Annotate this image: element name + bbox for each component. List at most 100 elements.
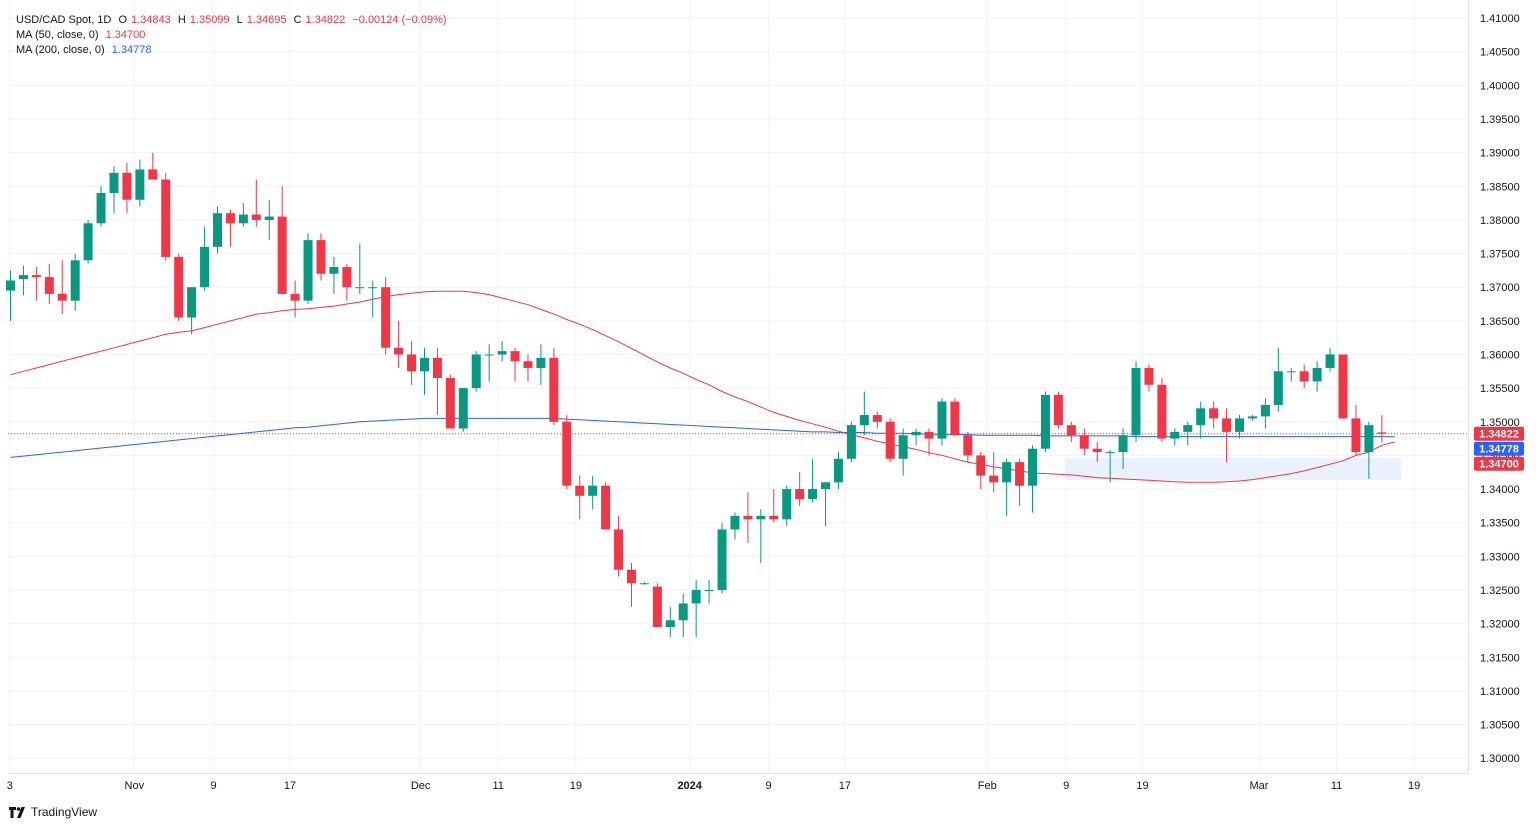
candle-body [225,213,235,224]
candle [937,398,947,446]
candle-body [924,431,934,439]
chart-legend: USD/CAD Spot, 1D O 1.34843 H 1.35099 L 1.34… [16,13,447,58]
candle-body [601,485,611,530]
candle-body [290,293,300,301]
candle-body [743,515,753,520]
candle [1260,398,1270,429]
candle-body [833,458,843,483]
candle-body [18,275,28,280]
candle-body [730,515,740,530]
candle [575,475,585,520]
candle-body [1157,384,1167,439]
y-tick-label: 1.38500 [1480,181,1520,193]
candle [678,593,688,638]
candle-body [1260,404,1270,417]
tradingview-brand[interactable]: TradingView [9,805,97,819]
symbol-row[interactable]: USD/CAD Spot, 1D O 1.34843 H 1.35099 L 1.34… [16,13,447,28]
change-value: −0.00124 (−0.09%) [352,14,447,26]
candle-body [277,216,287,294]
ma50-legend-row[interactable]: MA (50, close, 0) 1.34700 [16,28,447,43]
candle-body [419,357,429,372]
candle-body [1079,435,1089,449]
candle-body [626,569,636,584]
candle [1299,364,1309,389]
candle [924,428,934,456]
candle-body [1325,354,1335,368]
candle-body [898,435,908,459]
candle-body [1092,448,1102,453]
candle [821,482,831,527]
candle-body [57,293,67,301]
price-label-text: 1.34700 [1479,458,1519,470]
candle [1170,428,1180,446]
candle [1209,401,1219,429]
candle-body [588,485,598,496]
candle [238,203,248,227]
y-tick-label: 1.39000 [1480,148,1520,160]
candle-body [368,287,378,289]
candle-body [31,275,41,278]
candle-body [963,435,973,456]
candle-body [678,603,688,621]
candle [562,415,572,490]
candle [1286,367,1296,382]
candle-body [1286,371,1296,373]
candle-body [1040,394,1050,449]
candle [782,485,792,527]
ma200-legend-row[interactable]: MA (200, close, 0) 1.34778 [16,43,447,58]
candle [1092,441,1102,463]
candle-body [1118,435,1128,453]
x-tick-label: 17 [839,780,851,792]
candle [368,280,378,318]
candle-body [1235,418,1245,432]
candle-body [6,280,15,291]
symbol-name[interactable]: USD/CAD Spot, 1D [16,14,112,26]
candle [381,277,391,355]
candle [859,391,869,436]
candle-body [704,589,714,591]
candle-body [821,482,831,490]
candle [717,522,727,594]
candle-body [575,485,585,496]
low-label: L [236,14,243,26]
y-tick-label: 1.37500 [1480,249,1520,261]
candle-body [1105,452,1115,454]
candle [83,219,93,264]
candle-body [1170,431,1180,439]
low-value: 1.34695 [246,14,287,26]
candle-body [122,172,132,200]
candle-body [549,357,559,422]
candle-body [652,586,662,627]
candle [665,606,675,638]
price-labels: 1.34822 1.34778 1.34700 [1474,426,1524,471]
candle [1196,401,1206,439]
candle-body [665,620,675,627]
x-tick-label: Nov [125,780,145,792]
candle [1377,415,1387,443]
candle-body [639,583,649,585]
price-axis[interactable]: 1.30000 1.30500 1.31000 1.31500 1.32000 1.325… [1480,13,1520,765]
candle-body [1299,371,1309,382]
candle-body [458,388,468,429]
candle-body [523,361,533,368]
time-axis[interactable]: 3 Nov 9 17 Dec 11 19 2024 9 17 Feb 9 19 Mar 11 19 [7,780,1420,792]
candle [251,179,261,227]
candle [510,347,520,382]
candle [989,452,999,493]
candle [1118,428,1128,469]
x-tick-label: 17 [284,780,296,792]
candle-body [1053,394,1063,426]
candle [484,344,494,382]
candle [1079,428,1089,456]
price-label-text: 1.34822 [1479,428,1519,440]
candle-body [355,287,365,289]
candle [898,428,908,476]
candle [833,452,843,490]
y-tick-label: 1.30500 [1480,720,1520,732]
support-zone [1064,458,1402,481]
candle [1053,391,1063,429]
candle-body [562,421,572,486]
ma50-value: 1.34700 [105,29,146,41]
